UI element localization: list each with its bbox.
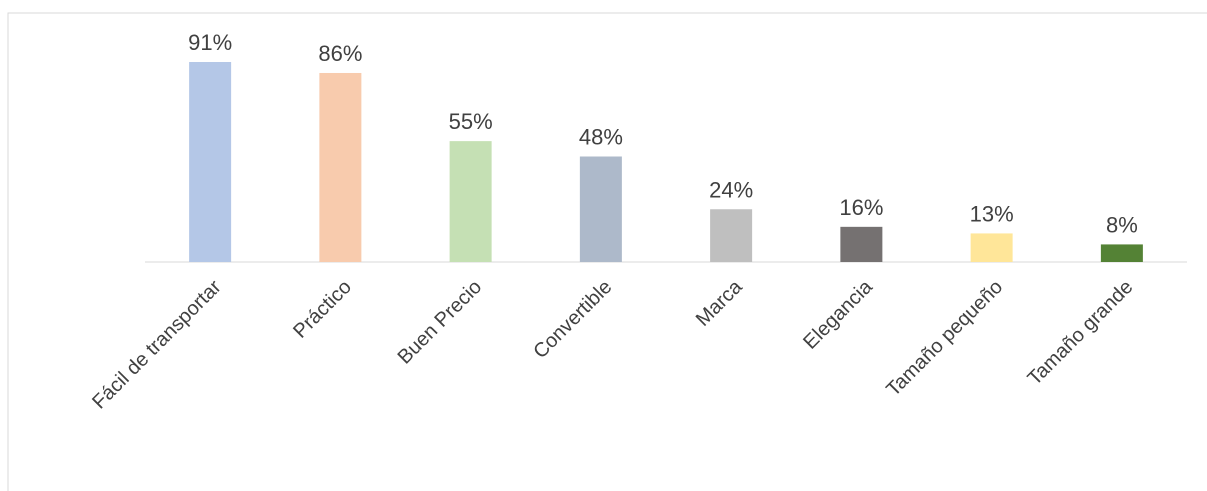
data-label: 86% <box>318 41 362 66</box>
bar <box>579 156 622 262</box>
bar <box>319 72 362 262</box>
data-label: 13% <box>970 201 1014 226</box>
x-tick-label: Fácil de transportar <box>88 276 226 414</box>
data-label: 24% <box>709 177 753 202</box>
x-tick-label: Elegancia <box>799 275 877 353</box>
bar <box>970 233 1013 262</box>
x-tick-label: Tamaño grande <box>1024 276 1138 390</box>
bar <box>189 62 232 262</box>
data-label: 91% <box>188 30 232 55</box>
bar <box>710 209 753 262</box>
data-label: 48% <box>579 125 623 150</box>
data-label: 8% <box>1106 212 1138 237</box>
x-tick-label: Convertible <box>529 276 616 363</box>
data-label: 16% <box>839 195 883 220</box>
x-tick-label: Tamaño pequeño <box>882 276 1007 401</box>
bar <box>449 141 492 262</box>
bar <box>1100 244 1143 262</box>
bar <box>840 226 883 262</box>
chart-frame <box>7 12 1207 491</box>
x-tick-label: Buen Precio <box>394 276 487 369</box>
x-tick-label: Marca <box>692 275 747 330</box>
data-label: 55% <box>449 109 493 134</box>
x-tick-label: Práctico <box>289 276 356 343</box>
